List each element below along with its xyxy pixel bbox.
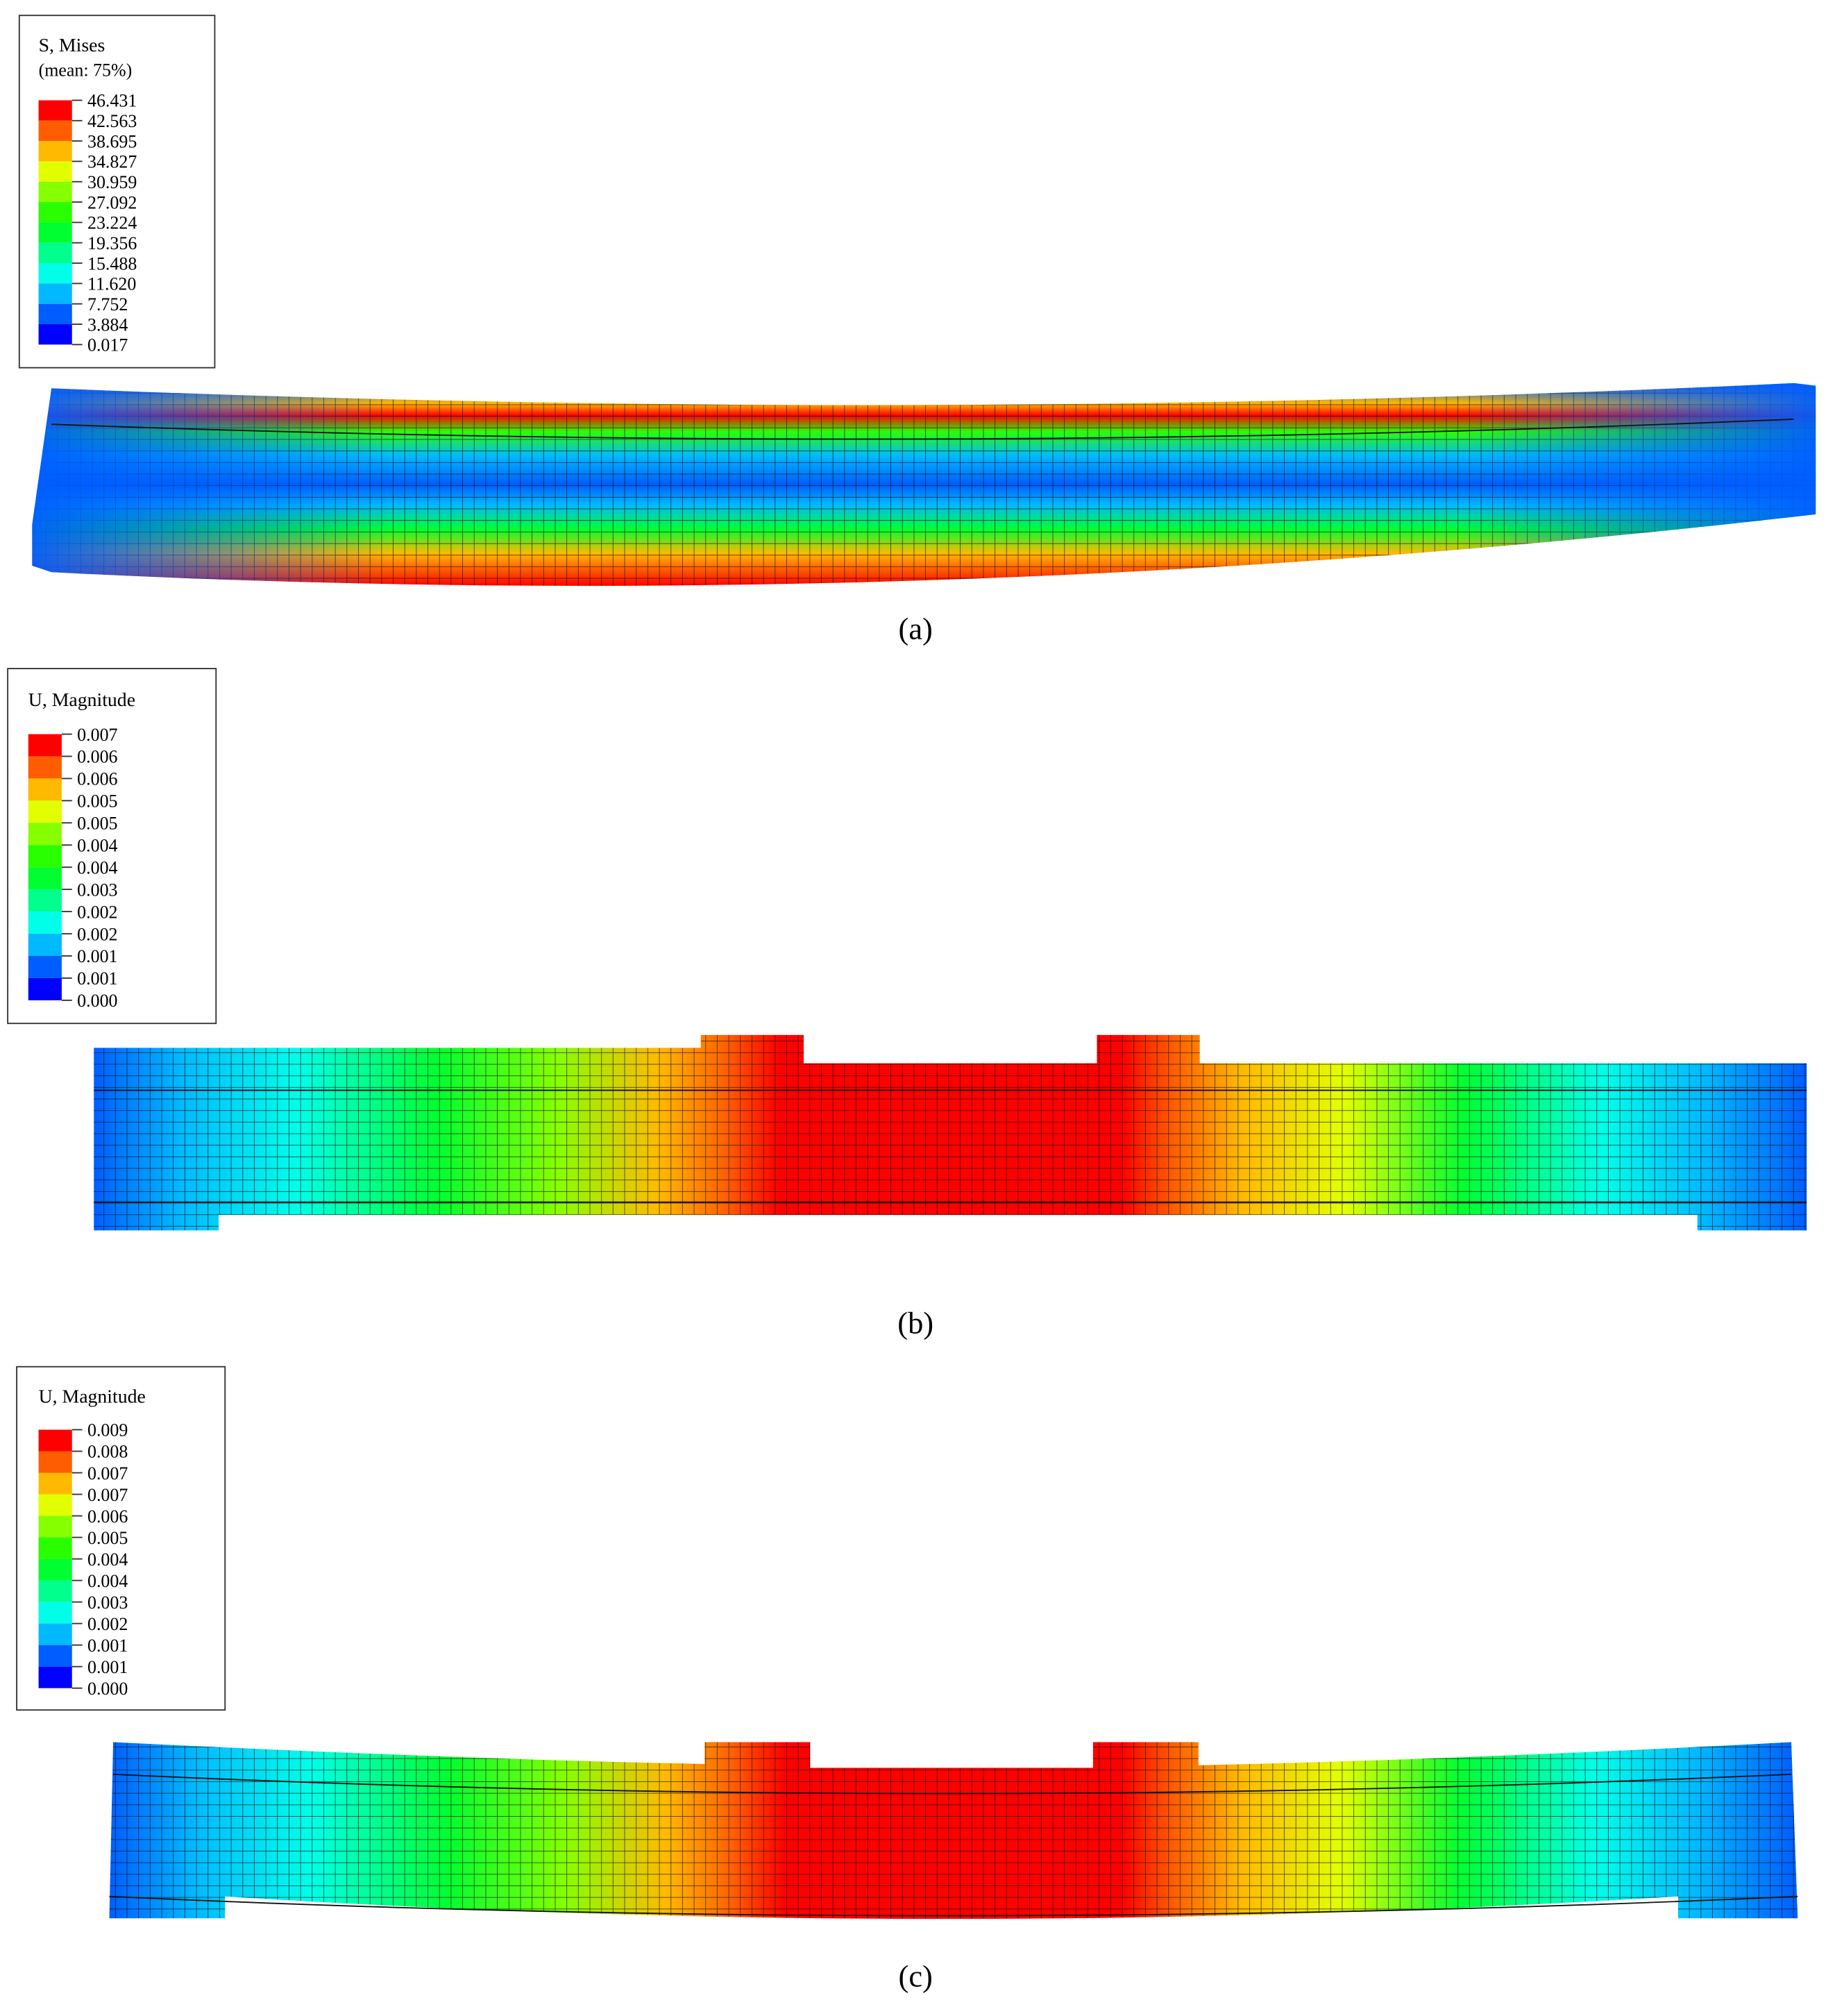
- legend-color: [28, 823, 62, 846]
- legend-label: 30.959: [87, 172, 137, 192]
- legend-color: [38, 202, 72, 223]
- legend-label: 34.827: [87, 152, 137, 172]
- legend-color: [38, 100, 72, 121]
- legend-color: [38, 283, 72, 304]
- legend-label: 0.007: [87, 1463, 128, 1484]
- legend-label: 0.004: [87, 1549, 128, 1570]
- legend-color: [28, 934, 62, 956]
- beam-edge: [94, 1089, 1807, 1203]
- legend-color: [28, 912, 62, 934]
- legend-color: [28, 756, 62, 779]
- legend-color: [28, 889, 62, 912]
- legend-color: [38, 1580, 72, 1602]
- mesh: [94, 1034, 1807, 1231]
- beam-edge: [51, 418, 1794, 440]
- legend-color: [38, 1537, 72, 1559]
- legend-label: 0.001: [77, 946, 117, 966]
- legend-color: [38, 1515, 72, 1538]
- legend-color: [38, 1602, 72, 1624]
- legend-color: [38, 141, 72, 162]
- legend-label: 0.006: [77, 747, 117, 767]
- legend-label: 42.563: [87, 111, 137, 131]
- legend-color: [28, 867, 62, 890]
- legend-color: [28, 845, 62, 868]
- legend-title: U, Magnitude: [39, 1386, 146, 1408]
- legend-color: [38, 222, 72, 243]
- legend-label: 46.431: [87, 91, 137, 111]
- caption: (b): [897, 1306, 933, 1341]
- legend-label: 23.224: [87, 213, 137, 233]
- legend-label: 11.620: [87, 274, 136, 294]
- legend-label: 19.356: [87, 233, 137, 253]
- legend-label: 38.695: [87, 131, 137, 151]
- legend-label: 0.007: [87, 1485, 128, 1505]
- legends: S, Mises (mean: 75%) 46.43142.56338.69534.…: [7, 15, 933, 1993]
- legend-color: [28, 734, 62, 757]
- legend-label: 0.003: [87, 1593, 128, 1613]
- legend-label: 0.004: [87, 1571, 128, 1591]
- legend-label: 0.004: [77, 857, 117, 877]
- legend-subtitle: (mean: 75%): [39, 60, 133, 80]
- legend-color: [38, 242, 72, 264]
- legend-label: 0.005: [77, 814, 117, 834]
- legend-label: 0.000: [87, 1679, 128, 1699]
- legend-color: [38, 161, 72, 182]
- legend-color: [38, 181, 72, 203]
- legend-label: 0.009: [87, 1420, 128, 1440]
- legend-label: 0.003: [77, 880, 117, 900]
- legend-label: 3.884: [87, 314, 128, 335]
- legend-color: [38, 263, 72, 284]
- legend-color: [38, 324, 72, 345]
- legend-color: [38, 1666, 72, 1688]
- legend-label: 0.006: [87, 1506, 128, 1527]
- legend-color: [38, 1559, 72, 1581]
- legend-color: [38, 303, 72, 325]
- legend-color: [38, 1429, 72, 1452]
- legend-label: 7.752: [87, 294, 128, 314]
- legend-label: 0.002: [77, 902, 117, 922]
- caption: (c): [899, 1958, 933, 1993]
- beams: [32, 383, 1816, 1920]
- legend-color: [28, 800, 62, 823]
- legend-color: [38, 1494, 72, 1516]
- legend-label: 0.002: [77, 924, 117, 944]
- legend-label: 0.000: [77, 991, 117, 1011]
- legend-color: [38, 120, 72, 142]
- legend-label: 15.488: [87, 253, 137, 274]
- caption: (a): [899, 611, 933, 646]
- legend-title: U, Magnitude: [28, 689, 135, 711]
- legend-color: [38, 1472, 72, 1495]
- legend-color: [28, 955, 62, 978]
- legend-label: 0.008: [87, 1442, 128, 1462]
- mesh: [109, 1742, 1798, 1920]
- legend-label: 0.006: [77, 769, 117, 789]
- legend-label: 0.001: [77, 968, 117, 989]
- legend-label: 0.017: [87, 335, 128, 355]
- legend-label: 27.092: [87, 192, 137, 212]
- legend-label: 0.004: [77, 836, 117, 856]
- legend-label: 0.001: [87, 1657, 128, 1677]
- legend-color: [28, 977, 62, 1000]
- legend-label: 0.005: [87, 1528, 128, 1548]
- beam-end-shade: [32, 383, 1816, 586]
- legend-color: [28, 778, 62, 801]
- legend-color: [38, 1451, 72, 1473]
- legend-label: 0.002: [87, 1614, 128, 1634]
- legend-title: S, Mises: [39, 35, 105, 56]
- legend-label: 0.005: [77, 791, 117, 812]
- legend-color: [38, 1623, 72, 1645]
- beam-edge: [109, 1773, 1798, 1917]
- legend-color: [38, 1645, 72, 1667]
- legend-label: 0.007: [77, 725, 117, 745]
- legend-label: 0.001: [87, 1636, 128, 1656]
